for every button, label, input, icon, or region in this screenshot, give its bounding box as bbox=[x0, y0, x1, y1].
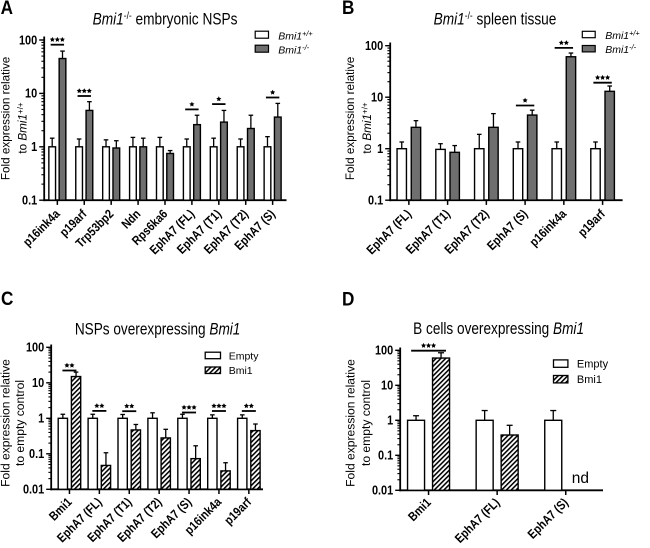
svg-text:nd: nd bbox=[572, 470, 589, 487]
svg-text:Bmi1: Bmi1 bbox=[577, 374, 602, 386]
svg-text:to empty control: to empty control bbox=[13, 380, 27, 466]
svg-text:0.01: 0.01 bbox=[23, 482, 45, 497]
svg-text:C: C bbox=[1, 287, 13, 309]
svg-text:Fold expression relative: Fold expression relative bbox=[0, 359, 13, 487]
svg-text:0.01: 0.01 bbox=[372, 483, 394, 498]
svg-text:100: 100 bbox=[19, 32, 38, 47]
svg-text:1: 1 bbox=[387, 413, 393, 428]
svg-text:1: 1 bbox=[38, 411, 44, 426]
svg-text:D: D bbox=[342, 287, 354, 309]
svg-text:to Bmi1+/+: to Bmi1+/+ bbox=[16, 102, 30, 154]
svg-text:Empty: Empty bbox=[577, 358, 609, 370]
svg-text:0.1: 0.1 bbox=[368, 193, 383, 208]
svg-text:0.1: 0.1 bbox=[29, 446, 44, 461]
svg-text:Bmi1-/-: Bmi1-/- bbox=[278, 43, 309, 56]
svg-text:A: A bbox=[1, 0, 13, 18]
svg-text:B cells overexpressing Bmi1: B cells overexpressing Bmi1 bbox=[413, 320, 584, 338]
svg-text:100: 100 bbox=[375, 343, 394, 358]
svg-text:B: B bbox=[342, 0, 354, 18]
svg-text:to Bmi1+/+: to Bmi1+/+ bbox=[361, 102, 375, 154]
svg-text:100: 100 bbox=[365, 38, 384, 53]
svg-text:Fold expression relative: Fold expression relative bbox=[343, 359, 357, 487]
svg-text:NSPs overexpressing Bmi1: NSPs overexpressing Bmi1 bbox=[75, 321, 241, 339]
svg-text:10: 10 bbox=[371, 90, 383, 105]
svg-text:Bmi1-/- spleen tissue: Bmi1-/- spleen tissue bbox=[434, 10, 557, 28]
svg-text:Bmi1: Bmi1 bbox=[229, 365, 253, 377]
svg-text:10: 10 bbox=[32, 375, 44, 390]
svg-text:Bmi1-/-: Bmi1-/- bbox=[605, 43, 636, 56]
svg-text:Fold expression relative: Fold expression relative bbox=[0, 57, 13, 180]
svg-text:Bmi1-/- embryonic NSPs: Bmi1-/- embryonic NSPs bbox=[93, 10, 238, 28]
svg-text:10: 10 bbox=[381, 378, 393, 393]
svg-text:10: 10 bbox=[25, 86, 37, 101]
svg-text:0.1: 0.1 bbox=[22, 193, 37, 208]
svg-text:1: 1 bbox=[377, 141, 383, 156]
svg-text:1: 1 bbox=[31, 139, 37, 154]
svg-text:Fold expression relative: Fold expression relative bbox=[344, 57, 357, 180]
svg-text:0.1: 0.1 bbox=[378, 448, 393, 463]
svg-text:to empty control: to empty control bbox=[359, 380, 373, 466]
svg-text:100: 100 bbox=[26, 340, 45, 355]
svg-text:Empty: Empty bbox=[229, 350, 260, 362]
